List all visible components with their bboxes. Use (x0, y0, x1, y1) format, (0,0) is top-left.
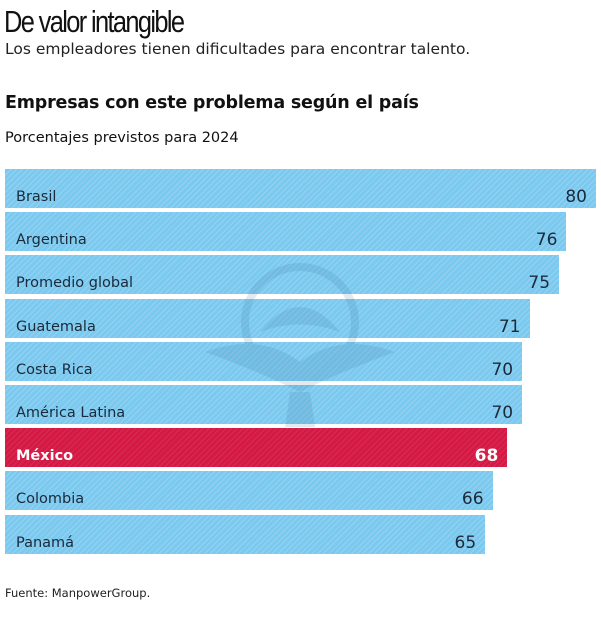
bar-label: Argentina (16, 232, 87, 249)
bar-label: Promedio global (16, 275, 133, 292)
bar-brasil: Brasil 80 (5, 169, 596, 208)
bar-panama: Panamá 65 (5, 514, 486, 554)
chart-title: Empresas con este problema según el país (5, 93, 419, 113)
bar-guatemala: Guatemala 71 (5, 298, 530, 338)
bar-value-label: 65 (454, 532, 477, 553)
bar-value-label: 76 (535, 230, 558, 251)
bar-value-label: 70 (491, 359, 514, 380)
bar-costa-rica: Costa Rica 70 (5, 341, 523, 381)
bar-label: América Latina (16, 405, 126, 421)
chart-subtitle: Porcentajes previstos para 2024 (5, 130, 239, 146)
bar-colombia: Colombia 66 (5, 471, 493, 511)
bar-label: Panamá (16, 534, 75, 551)
bar-america-latina: América Latina 70 (5, 385, 523, 424)
page-title: De valor intangible (4, 4, 185, 39)
bar-value-label: 80 (565, 187, 587, 207)
bar-label: Colombia (16, 491, 85, 508)
bar-label: Guatemala (16, 318, 96, 335)
bar-label: Costa Rica (16, 361, 93, 378)
bar-value-label: 68 (474, 446, 499, 467)
page-subtitle: Los empleadores tienen dificultades para… (5, 40, 471, 58)
bar-argentina: Argentina 76 (5, 212, 567, 252)
bar-value-label: 71 (498, 316, 521, 337)
bar-value-label: 75 (528, 273, 551, 294)
bar-value-label: 70 (491, 403, 514, 423)
bar-label: México (16, 448, 74, 465)
bar-mexico: México 68 (5, 428, 508, 468)
bar-promedio-global: Promedio global 75 (5, 255, 560, 295)
source-note: Fuente: ManpowerGroup. (5, 586, 151, 600)
bar-value-label: 66 (461, 489, 484, 510)
bar-label: Brasil (16, 189, 57, 205)
